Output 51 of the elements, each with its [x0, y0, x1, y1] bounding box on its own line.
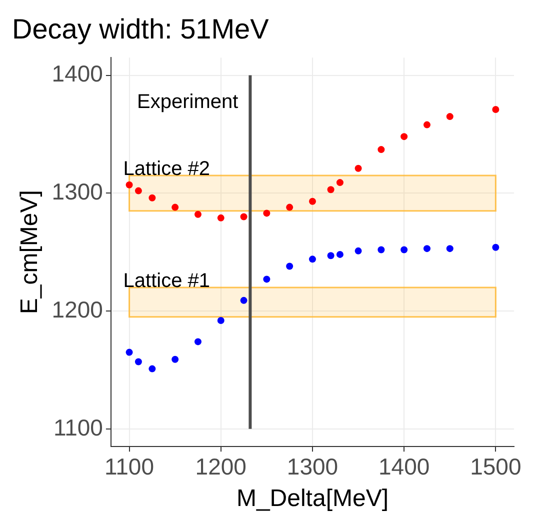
- x-tick-label: 1100: [104, 454, 154, 480]
- point: [134, 187, 142, 194]
- point: [492, 244, 500, 251]
- point: [423, 245, 430, 252]
- x-tick-label: 1200: [195, 454, 246, 480]
- point: [400, 246, 408, 254]
- y-axis-title: E_cm[MeV]: [16, 190, 44, 314]
- band-label: Lattice #2: [123, 158, 210, 180]
- point: [286, 262, 294, 270]
- point: [194, 338, 202, 346]
- y-tick-label: 1400: [52, 60, 103, 87]
- point: [263, 276, 270, 283]
- point: [378, 146, 385, 154]
- point: [217, 316, 224, 324]
- point: [263, 210, 270, 217]
- point: [240, 296, 248, 304]
- point: [126, 181, 133, 188]
- y-tick-label: 1200: [52, 296, 103, 322]
- point: [148, 365, 156, 372]
- point: [327, 186, 334, 194]
- point: [446, 245, 454, 252]
- x-tick-label: 1300: [286, 454, 338, 480]
- point: [308, 198, 316, 205]
- point: [354, 164, 362, 172]
- x-tick-label: 1400: [378, 454, 430, 480]
- point: [446, 113, 454, 120]
- x-axis-title: M_Delta[MeV]: [236, 485, 389, 512]
- point: [240, 213, 248, 220]
- point: [336, 250, 344, 258]
- point: [194, 210, 202, 218]
- ref-line-label: Experiment: [137, 90, 239, 113]
- chart-title: Decay width: 51MeV: [12, 14, 270, 45]
- point: [286, 204, 294, 211]
- point: [336, 179, 344, 186]
- band-label: Lattice #1: [123, 270, 210, 292]
- point: [308, 256, 316, 263]
- point: [172, 204, 179, 211]
- point: [172, 356, 179, 363]
- point: [134, 358, 142, 366]
- point: [148, 194, 156, 202]
- point: [327, 252, 334, 260]
- point: [217, 214, 224, 222]
- point: [354, 247, 362, 254]
- point: [423, 121, 430, 128]
- point: [378, 246, 385, 254]
- point: [400, 133, 408, 140]
- y-tick-label: 1100: [53, 414, 103, 440]
- x-tick-label: 1500: [470, 454, 522, 480]
- point: [126, 348, 133, 356]
- y-tick-label: 1300: [52, 178, 103, 205]
- point: [492, 106, 500, 113]
